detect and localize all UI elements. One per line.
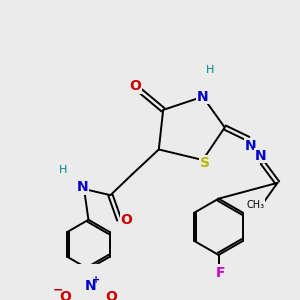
Text: O: O — [120, 213, 132, 227]
Text: S: S — [200, 156, 209, 170]
Text: N: N — [84, 279, 96, 293]
Text: O: O — [60, 290, 71, 300]
Text: CH₃: CH₃ — [246, 200, 265, 210]
Text: O: O — [129, 79, 141, 93]
Text: N: N — [76, 180, 88, 194]
Text: N: N — [244, 139, 256, 153]
Text: +: + — [92, 274, 101, 285]
Text: F: F — [216, 266, 225, 280]
Text: −: − — [52, 284, 63, 297]
Text: H: H — [59, 165, 67, 175]
Text: H: H — [206, 65, 214, 75]
Text: O: O — [105, 290, 117, 300]
Text: N: N — [197, 90, 208, 104]
Text: N: N — [255, 148, 267, 163]
